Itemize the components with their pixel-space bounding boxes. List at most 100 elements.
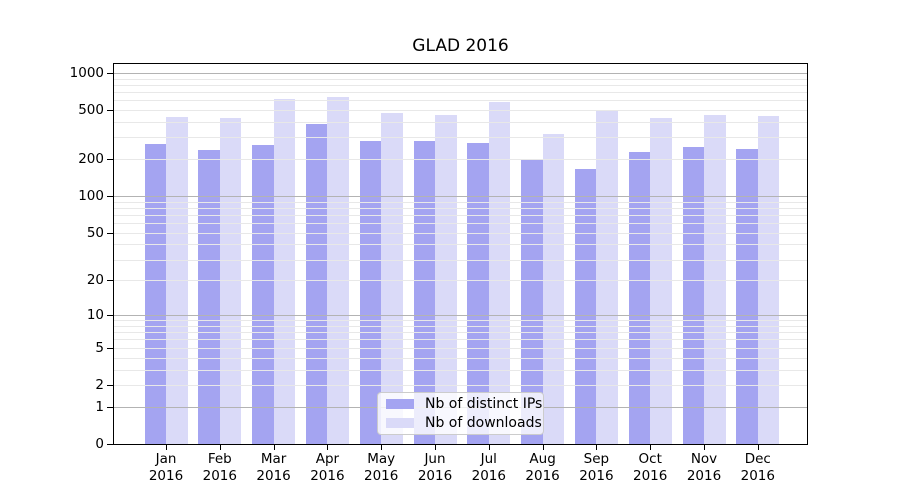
y-tick-mark-100 <box>107 196 113 198</box>
x-tick-label-may: May 2016 <box>364 451 399 484</box>
x-tick-mark-dec <box>757 445 759 450</box>
grid-line-minor <box>114 244 807 246</box>
bar-distinct-ips-feb <box>198 150 220 444</box>
grid-line-minor <box>114 384 807 386</box>
y-tick-label-1: 1 <box>95 398 104 415</box>
grid-line-minor <box>114 332 807 334</box>
grid-line-major <box>114 315 807 317</box>
bar-distinct-ips-sep <box>574 169 597 444</box>
grid-line-major <box>114 72 807 74</box>
x-tick-label-jan: Jan 2016 <box>148 451 184 484</box>
y-tick-label-5: 5 <box>95 339 104 356</box>
y-tick-label-100: 100 <box>78 188 104 205</box>
y-tick-label-20: 20 <box>86 272 104 289</box>
bar-distinct-ips-oct <box>628 152 651 444</box>
grid-line-minor <box>114 280 807 282</box>
legend-label-downloads: Nb of downloads <box>425 414 542 431</box>
grid-line-minor <box>114 201 807 203</box>
x-tick-mark-oct <box>650 445 652 450</box>
bar-downloads-may <box>381 113 403 444</box>
chart-title: GLAD 2016 <box>412 36 509 56</box>
y-tick-mark-20 <box>107 280 113 282</box>
y-tick-mark-1000 <box>107 72 113 74</box>
legend: Nb of distinct IPs Nb of downloads <box>377 392 544 435</box>
x-tick-label-sep: Sep 2016 <box>579 451 614 484</box>
y-tick-mark-500 <box>107 110 113 112</box>
x-tick-label-mar: Mar 2016 <box>256 451 291 484</box>
x-tick-mark-jun <box>435 445 436 450</box>
x-tick-mark-apr <box>327 445 329 450</box>
x-tick-label-jun: Jun 2016 <box>417 451 453 484</box>
grid-line-minor <box>114 84 807 86</box>
grid-line-major <box>114 196 807 198</box>
x-tick-mark-feb <box>219 445 221 450</box>
x-tick-label-apr: Apr 2016 <box>310 451 345 484</box>
bar-downloads-jun <box>435 115 457 444</box>
grid-line-minor <box>114 91 807 93</box>
bar-distinct-ips-jan <box>144 144 166 444</box>
plot-area: Nb of distinct IPs Nb of downloads <box>113 63 808 445</box>
y-tick-label-50: 50 <box>86 224 104 241</box>
bar-downloads-sep <box>596 111 618 444</box>
bar-distinct-ips-jul <box>467 143 489 444</box>
bar-downloads-dec <box>757 116 780 444</box>
grid-line-minor <box>114 214 807 216</box>
bar-downloads-nov <box>704 115 726 444</box>
bar-distinct-ips-jun <box>413 141 435 444</box>
y-tick-mark-1 <box>107 406 113 408</box>
grid-line-minor <box>114 110 807 112</box>
bar-distinct-ips-dec <box>736 149 758 444</box>
x-tick-mark-may <box>381 445 383 450</box>
x-tick-mark-jul <box>488 445 490 450</box>
y-tick-label-2: 2 <box>95 376 104 393</box>
bar-downloads-mar <box>273 99 296 444</box>
grid-line-minor <box>114 121 807 123</box>
grid-line-minor <box>114 339 807 341</box>
grid-line-minor <box>114 259 807 261</box>
x-tick-mark-aug <box>542 445 544 450</box>
legend-swatch-distinct-ips <box>386 399 414 410</box>
bar-downloads-aug <box>542 133 565 444</box>
x-tick-mark-jan <box>166 445 167 450</box>
legend-item-distinct-ips: Nb of distinct IPs <box>386 395 543 413</box>
y-tick-mark-0 <box>107 444 113 445</box>
legend-swatch-downloads <box>386 417 414 428</box>
grid-line-minor <box>114 369 807 371</box>
bar-distinct-ips-nov <box>682 147 704 444</box>
grid-line-minor <box>114 232 807 234</box>
legend-label-distinct-ips: Nb of distinct IPs <box>425 396 543 413</box>
legend-item-downloads: Nb of downloads <box>386 414 543 432</box>
grid-line-minor <box>114 320 807 322</box>
y-tick-mark-50 <box>107 232 113 234</box>
x-tick-label-aug: Aug 2016 <box>525 451 560 484</box>
bar-distinct-ips-may <box>359 141 382 444</box>
y-tick-label-1000: 1000 <box>69 64 104 81</box>
grid-line-minor <box>114 159 807 161</box>
grid-line-minor <box>114 207 807 209</box>
x-tick-mark-mar <box>273 445 275 450</box>
bar-distinct-ips-mar <box>252 145 274 444</box>
x-tick-label-nov: Nov 2016 <box>686 451 722 484</box>
y-tick-mark-5 <box>107 347 113 349</box>
grid-line-minor <box>114 100 807 102</box>
y-tick-label-0: 0 <box>95 436 104 452</box>
grid-line-minor <box>114 223 807 225</box>
x-tick-label-dec: Dec 2016 <box>740 451 775 484</box>
x-tick-mark-sep <box>596 445 598 450</box>
y-tick-label-10: 10 <box>86 307 104 324</box>
y-tick-mark-10 <box>107 315 113 317</box>
grid-line-minor <box>114 357 807 359</box>
grid-line-minor <box>114 137 807 139</box>
bar-distinct-ips-aug <box>521 159 543 444</box>
bar-downloads-apr <box>327 97 349 444</box>
grid-line-minor <box>114 325 807 327</box>
grid-line-minor <box>114 347 807 349</box>
x-tick-mark-nov <box>704 445 705 450</box>
y-tick-mark-200 <box>107 159 113 161</box>
grid-line-minor <box>114 78 807 80</box>
y-tick-label-200: 200 <box>78 151 104 168</box>
x-tick-label-jul: Jul 2016 <box>471 451 506 484</box>
bar-distinct-ips-apr <box>305 124 328 444</box>
x-tick-label-feb: Feb 2016 <box>202 451 237 484</box>
